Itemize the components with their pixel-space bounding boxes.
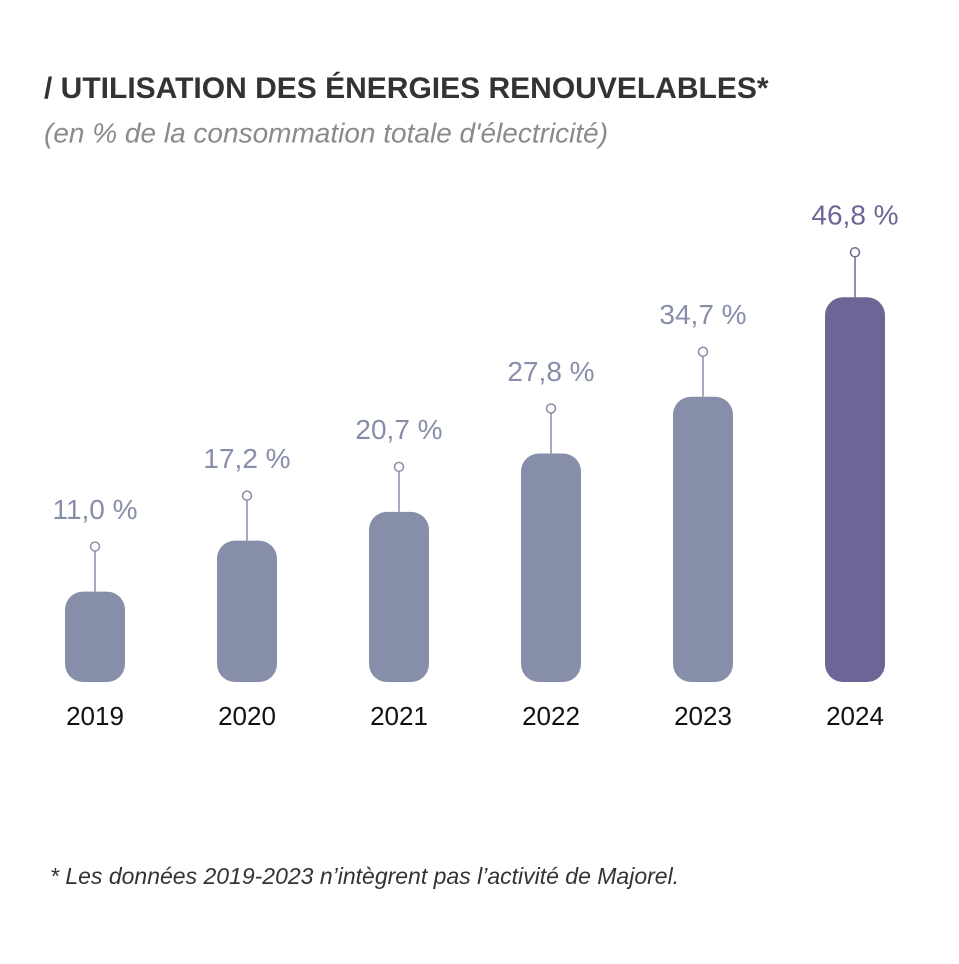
leader-dot: [697, 346, 709, 358]
x-tick-label: 2020: [218, 701, 276, 731]
bar: [369, 511, 429, 682]
footnote: * Les données 2019-2023 n’intègrent pas …: [50, 863, 679, 889]
value-label: 17,2 %: [203, 443, 290, 474]
value-label: 27,8 %: [507, 356, 594, 387]
value-label: 34,7 %: [659, 299, 746, 330]
x-tick-label: 2022: [522, 701, 580, 731]
leader-dot: [849, 247, 861, 258]
value-label: 46,8 %: [811, 200, 898, 231]
chart-subtitle: (en % de la consommation totale d'électr…: [44, 117, 608, 148]
leader-dot: [241, 490, 253, 501]
value-label: 20,7 %: [355, 414, 442, 445]
x-tick-label: 2021: [370, 701, 428, 731]
bar: [217, 540, 277, 682]
leader-dot: [89, 541, 101, 552]
x-tick-label: 2023: [674, 701, 732, 731]
x-tick-label: 2024: [826, 701, 884, 731]
bar: [521, 453, 581, 682]
bar: [825, 297, 885, 682]
bar: [673, 396, 733, 682]
leader-dot: [545, 403, 557, 414]
chart-title: / UTILISATION DES ÉNERGIES RENOUVELABLES…: [44, 71, 769, 105]
value-label: 11,0 %: [52, 494, 137, 525]
leader-dot: [393, 461, 405, 473]
x-tick-label: 2019: [66, 701, 124, 731]
bar: [65, 591, 125, 682]
